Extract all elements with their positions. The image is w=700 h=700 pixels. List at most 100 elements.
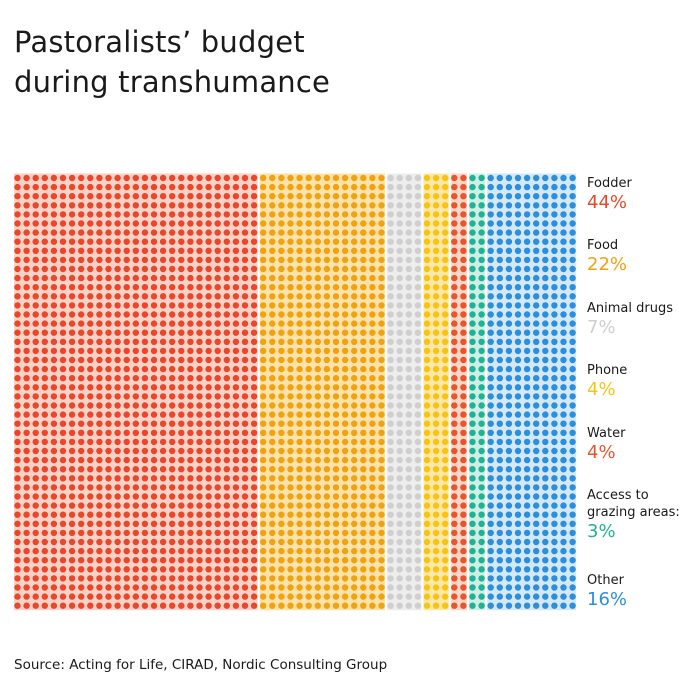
waffle-dot: [241, 593, 249, 600]
waffle-dot: [96, 174, 103, 182]
waffle-dot: [451, 274, 458, 282]
waffle-dot: [59, 529, 67, 537]
waffle-dot: [78, 284, 85, 291]
waffle-dot: [432, 220, 440, 227]
waffle-dot: [214, 456, 221, 464]
waffle-dot: [496, 575, 503, 582]
waffle-dot: [59, 329, 67, 336]
waffle-dot: [159, 220, 167, 227]
waffle-dot: [514, 402, 522, 409]
waffle-dot: [50, 211, 58, 218]
waffle-dot: [533, 520, 540, 527]
waffle-dot: [505, 520, 513, 527]
waffle-dot: [542, 329, 549, 336]
waffle-dot: [141, 575, 149, 582]
waffle-dot: [551, 265, 558, 273]
waffle-dot: [432, 557, 440, 564]
waffle-dot: [269, 220, 276, 227]
waffle-dot: [287, 174, 294, 182]
waffle-dot: [378, 256, 385, 264]
waffle-dot: [23, 466, 30, 473]
waffle-dot: [542, 557, 549, 564]
waffle-dot: [250, 502, 258, 509]
waffle-dot: [551, 375, 558, 382]
waffle-dot: [396, 529, 403, 537]
waffle-dot: [460, 238, 467, 245]
waffle-dot: [460, 365, 467, 373]
waffle-dot: [332, 557, 340, 564]
waffle-dot: [351, 484, 358, 491]
waffle-dot: [96, 265, 103, 273]
waffle-dot: [287, 375, 294, 382]
waffle-dot: [378, 557, 385, 564]
waffle-dot: [560, 593, 567, 600]
waffle-dot: [278, 557, 285, 564]
waffle-dot: [278, 320, 285, 327]
waffle-dot: [232, 229, 240, 236]
waffle-dot: [287, 347, 294, 355]
waffle-dot: [14, 311, 21, 318]
waffle-dot: [569, 365, 576, 373]
waffle-dot: [387, 320, 394, 327]
waffle-dot: [478, 347, 485, 355]
waffle-dot: [505, 475, 513, 482]
waffle-dot: [296, 438, 303, 446]
waffle-dot: [68, 293, 76, 300]
waffle-dot: [150, 538, 158, 546]
waffle-dot: [569, 547, 576, 555]
waffle-dot: [542, 484, 549, 491]
waffle-dot: [169, 247, 176, 254]
waffle-dot: [241, 256, 249, 264]
waffle-dot: [478, 420, 485, 427]
waffle-dot: [232, 302, 240, 309]
waffle-dot: [141, 475, 149, 482]
waffle-dot: [214, 511, 221, 518]
waffle-dot: [50, 365, 58, 373]
waffle-dot: [451, 384, 458, 391]
waffle-dot: [68, 502, 76, 509]
waffle-dot: [132, 529, 139, 537]
waffle-dot: [32, 466, 39, 473]
waffle-dot: [569, 447, 576, 455]
waffle-dot: [542, 274, 549, 282]
waffle-dot: [205, 402, 212, 409]
waffle-dot: [241, 484, 249, 491]
waffle-dot: [469, 502, 476, 509]
waffle-dot: [87, 547, 94, 555]
waffle-dot: [260, 420, 267, 427]
waffle-dot: [314, 557, 321, 564]
waffle-dot: [50, 602, 58, 609]
waffle-dot: [396, 602, 403, 609]
waffle-dot: [123, 420, 130, 427]
waffle-dot: [232, 420, 240, 427]
waffle-dot: [123, 338, 130, 345]
waffle-dot: [232, 329, 240, 336]
waffle-dot: [442, 202, 449, 209]
waffle-dot: [314, 466, 321, 473]
waffle-dot: [533, 238, 540, 245]
waffle-dot: [432, 475, 440, 482]
waffle-dot: [223, 265, 230, 273]
waffle-dot: [105, 274, 112, 282]
waffle-dot: [260, 211, 267, 218]
waffle-dot: [159, 557, 167, 564]
waffle-dot: [378, 420, 385, 427]
waffle-dot: [360, 320, 367, 327]
waffle-dot: [396, 384, 403, 391]
waffle-dot: [32, 493, 39, 500]
waffle-dot: [414, 493, 422, 500]
waffle-dot: [296, 193, 303, 200]
waffle-dot: [332, 402, 340, 409]
waffle-dot: [432, 356, 440, 364]
waffle-dot: [542, 411, 549, 418]
waffle-dot: [487, 402, 494, 409]
waffle-dot: [523, 211, 531, 218]
waffle-dot: [223, 456, 230, 464]
waffle-dot: [87, 466, 94, 473]
waffle-dot: [487, 365, 494, 373]
waffle-dot: [542, 493, 549, 500]
waffle-dot: [496, 302, 503, 309]
waffle-dot: [305, 211, 312, 218]
waffle-dot: [523, 602, 531, 609]
waffle-dot: [323, 429, 331, 436]
